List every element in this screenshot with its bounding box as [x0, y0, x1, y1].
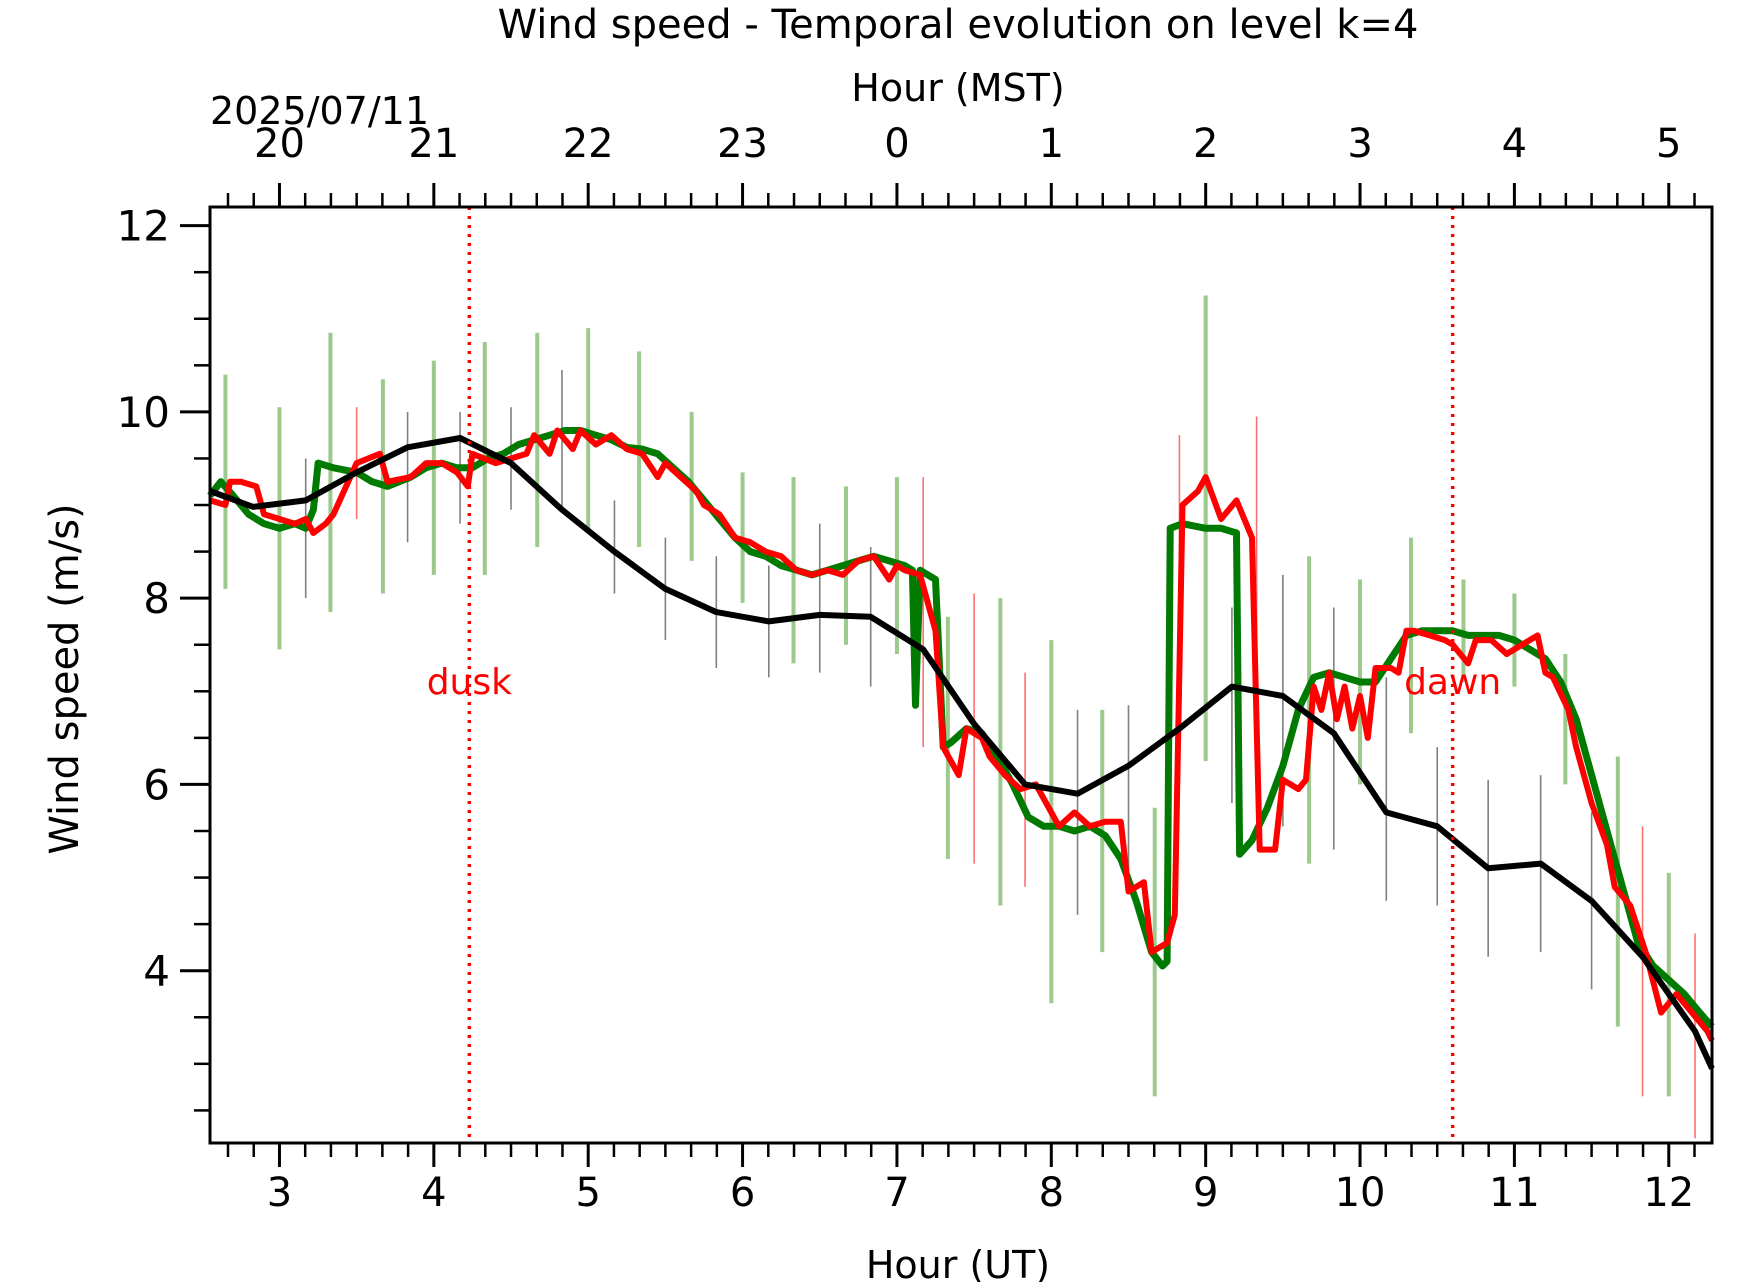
top-tick-label: 22	[563, 121, 614, 167]
annotations-layer: dusk dawn	[427, 207, 1501, 1143]
dawn-label: dawn	[1404, 662, 1501, 703]
top-tick-label: 0	[884, 121, 909, 167]
plot-frame	[208, 205, 1714, 1145]
top-tick-label: 3	[1347, 121, 1372, 167]
top-tick-label: 23	[717, 121, 768, 167]
x-tick-label: 9	[1193, 1170, 1218, 1216]
x-tick-label: 4	[421, 1170, 446, 1216]
chart-title: Wind speed - Temporal evolution on level…	[498, 2, 1419, 48]
x-tick-label: 3	[267, 1170, 292, 1216]
top-tick-label: 20	[254, 121, 305, 167]
x-axis-label: Hour (UT)	[866, 1243, 1050, 1282]
x-tick-label: 6	[730, 1170, 755, 1216]
y-tick-label: 10	[117, 388, 170, 437]
top-tick-label: 5	[1656, 121, 1681, 167]
top-tick-label: 2	[1193, 121, 1218, 167]
top-tick-label: 21	[408, 121, 459, 167]
x-tick-label: 7	[884, 1170, 909, 1216]
top-tick-label: 4	[1502, 121, 1527, 167]
y-tick-label: 6	[143, 760, 170, 809]
x-tick-label: 12	[1643, 1170, 1694, 1216]
error-bars-layer	[223, 295, 1696, 1139]
y-tick-label: 4	[143, 947, 170, 996]
top-tick-label: 1	[1039, 121, 1064, 167]
x-tick-label: 8	[1039, 1170, 1064, 1216]
series-green-line	[207, 427, 1715, 1029]
top-axis-label: Hour (MST)	[851, 66, 1064, 110]
dusk-label: dusk	[427, 662, 512, 703]
y-axis-label: Wind speed (m/s)	[42, 503, 88, 854]
x-tick-label: 10	[1335, 1170, 1386, 1216]
x-tick-label: 5	[575, 1170, 600, 1216]
y-tick-label: 12	[117, 202, 170, 251]
series-black-line	[208, 435, 1715, 1070]
y-tick-label: 8	[143, 574, 170, 623]
x-tick-label: 11	[1489, 1170, 1540, 1216]
date-label: 2025/07/11	[210, 89, 429, 133]
